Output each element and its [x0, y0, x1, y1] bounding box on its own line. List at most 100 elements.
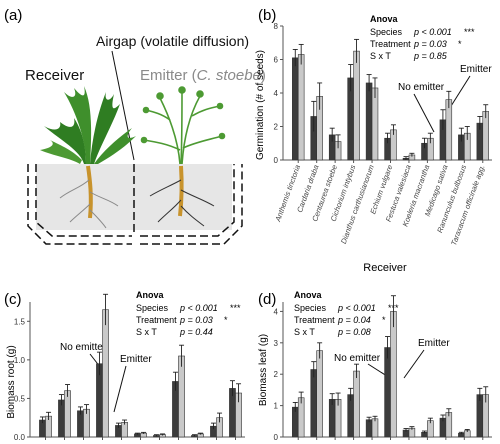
y-tick-label: 1.5	[14, 317, 26, 326]
anova-p-value: p = 0.03	[413, 39, 447, 49]
panel-a-label: (a)	[4, 7, 22, 24]
annotation-no-emitter: No emitter	[398, 82, 445, 93]
y-tick-label: 0.0	[14, 433, 26, 442]
bar-emitter	[64, 390, 71, 438]
annotation-no-emitter: No emitter	[60, 342, 107, 353]
panel-c-label: (c)	[4, 291, 22, 308]
panel-a-illustration: (a) Airgap (volatile diffusion) Receiver…	[4, 7, 266, 245]
anova-term: Species	[136, 303, 169, 313]
y-axis-label-biomass-root: Biomass root (g)	[6, 345, 17, 418]
emitter-label: Emitter (C. stoebe)	[140, 67, 266, 84]
annotation-emitter: Emitter	[418, 338, 450, 349]
anova-term: Species	[370, 27, 403, 37]
bar-no-emitter	[365, 82, 373, 161]
bar-emitter	[353, 50, 360, 161]
anova-stars: *	[382, 315, 386, 325]
bar-no-emitter	[58, 399, 65, 438]
bar-emitter	[390, 311, 397, 438]
y-tick-label: 3	[274, 339, 279, 348]
anova-term: Species	[294, 303, 327, 313]
anova-stars: *	[224, 315, 228, 325]
y-axis-label-biomass-leaf: Biomass leaf (g)	[258, 334, 269, 406]
anova-p-value: p < 0.001	[179, 303, 218, 313]
biomass-root-chart: (c) Biomass root (g) Anova Species p < 0…	[4, 290, 245, 442]
biomass-leaf-chart: (d) Biomass leaf (g) Anova Species p < 0…	[258, 290, 492, 442]
airgap-pointer	[111, 50, 135, 161]
annotation-emitter: Emitter	[460, 64, 492, 75]
bar-emitter	[353, 370, 360, 438]
anova-stars: ***	[464, 27, 475, 37]
emitter-plant	[140, 86, 226, 227]
receiver-pot-outline	[35, 164, 132, 237]
bar-emitter	[482, 111, 489, 161]
panel-d-label: (d)	[258, 291, 276, 308]
anova-term: Treatment	[136, 315, 177, 325]
y-tick-label: 2	[274, 123, 279, 132]
anova-title: Anova	[136, 290, 165, 300]
panel-b-label: (b)	[258, 7, 276, 24]
annotation-emitter: Emitter	[120, 354, 152, 365]
annotation-no-emitter: No emitter	[334, 353, 381, 364]
germination-chart: (b) Germination (# of seeds) Receiver An…	[255, 7, 492, 274]
anova-term: Treatment	[370, 39, 411, 49]
bar-emitter	[297, 397, 305, 438]
anova-table-d: Anova Species p < 0.001 *** Treatment p …	[294, 290, 399, 337]
airgap-label: Airgap (volatile diffusion)	[96, 33, 249, 49]
outer-pot-outline-right	[140, 164, 243, 245]
anova-p-value: p = 0.08	[337, 327, 371, 337]
anova-table-c: Anova Species p < 0.001 *** Treatment p …	[136, 290, 241, 337]
anova-stars: *	[458, 39, 462, 49]
anova-title: Anova	[370, 14, 399, 24]
anova-term: S x T	[136, 327, 157, 337]
soil-area	[36, 164, 232, 230]
bar-no-emitter	[292, 57, 299, 161]
anova-p-value: p = 0.03	[179, 315, 213, 325]
anova-p-value: p = 0.04	[337, 315, 371, 325]
y-tick-label: 0.5	[14, 394, 26, 403]
anova-p-value: p = 0.44	[179, 327, 213, 337]
y-tick-label: 0	[274, 156, 279, 165]
bar-emitter	[316, 350, 323, 438]
x-tick-label: Anthemis tinctoria	[273, 164, 302, 224]
bar-emitter	[445, 99, 453, 161]
bars-c: 0.0 0.5 1.0 1.5	[14, 293, 245, 442]
y-tick-label: 0	[274, 433, 279, 442]
annotation-pointer-no-emitter	[413, 93, 435, 133]
y-tick-label: 8	[274, 22, 279, 31]
anova-p-value: p = 0.85	[413, 51, 448, 61]
anova-term: S x T	[370, 51, 391, 61]
bar-emitter	[371, 418, 379, 438]
bar-emitter	[371, 87, 379, 161]
receiver-plant	[40, 86, 136, 229]
bar-no-emitter	[77, 410, 84, 438]
bar-no-emitter	[476, 394, 484, 438]
y-tick-label: 1	[274, 402, 279, 411]
bar-no-emitter	[310, 369, 317, 438]
y-tick-label: 2	[274, 370, 279, 379]
bar-emitter	[297, 54, 305, 161]
bar-emitter	[178, 355, 185, 438]
anova-stars: ***	[230, 303, 241, 313]
anova-term: Treatment	[294, 315, 335, 325]
emitter-pot-outline	[140, 164, 235, 237]
anova-title: Anova	[294, 290, 323, 300]
y-tick-label: 4	[274, 89, 279, 98]
annotation-pointer-emitter	[113, 365, 127, 413]
bar-emitter	[102, 309, 109, 438]
anova-p-value: p < 0.001	[413, 27, 452, 37]
bars-d: 0 1 2 3 4	[274, 295, 492, 442]
y-tick-label: 6	[274, 56, 279, 65]
y-axis-label-germination: Germination (# of seeds)	[255, 50, 266, 160]
bar-no-emitter	[365, 419, 373, 438]
x-axis-label-receiver: Receiver	[363, 262, 407, 274]
bar-no-emitter	[347, 394, 354, 438]
outer-pot-outline-left	[27, 164, 132, 245]
bar-no-emitter	[384, 347, 391, 438]
y-tick-label: 4	[274, 307, 279, 316]
anova-term: S x T	[294, 327, 315, 337]
anova-p-value: p < 0.001	[337, 303, 376, 313]
annotation-pointer-emitter	[403, 349, 425, 379]
y-tick-label: 1.0	[14, 356, 26, 365]
receiver-label: Receiver	[25, 67, 84, 84]
